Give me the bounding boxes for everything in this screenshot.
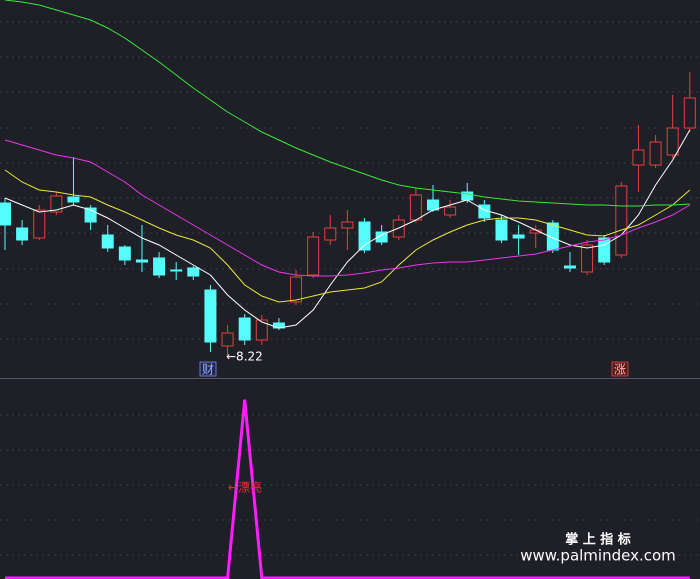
candle-body <box>563 265 576 269</box>
candle-body <box>50 195 63 213</box>
watermark-title: 掌 上 指 标 <box>565 532 631 548</box>
candle-body <box>358 221 371 251</box>
annotation: ←漂亮 <box>228 480 262 495</box>
candle-body <box>255 319 268 341</box>
candle-body <box>135 259 148 263</box>
marker: 财 <box>202 363 214 377</box>
marker-box <box>199 361 217 377</box>
candle-body <box>221 332 234 347</box>
candle-body <box>341 221 354 229</box>
candle-body <box>581 244 594 273</box>
candle-body <box>67 196 80 203</box>
line <box>4 0 690 207</box>
candle-body <box>444 206 457 216</box>
candle-body <box>615 185 628 256</box>
candle-body <box>0 202 11 226</box>
candle-body <box>649 141 662 166</box>
candle-body <box>153 257 166 276</box>
indicator-panel <box>5 399 690 579</box>
marker: 涨 <box>614 362 626 377</box>
grid <box>0 21 700 556</box>
candle-body <box>187 267 200 277</box>
candle-body <box>84 207 97 223</box>
candle-body <box>238 317 251 341</box>
line <box>5 399 690 579</box>
candle-body <box>598 237 611 263</box>
candle-body <box>324 227 337 241</box>
candle-body <box>170 269 183 272</box>
candle-body <box>118 246 131 261</box>
candle-body <box>101 234 114 249</box>
candle-body <box>33 209 46 239</box>
candle-body <box>16 227 29 241</box>
line <box>4 129 691 329</box>
watermark-url: www.palmindex.com <box>520 547 676 565</box>
candle-body <box>375 231 388 243</box>
candle-body <box>290 276 303 303</box>
line <box>4 169 691 303</box>
candle-body <box>632 149 645 166</box>
candle-body <box>409 194 422 221</box>
candle-body <box>495 219 508 241</box>
line <box>4 139 691 277</box>
candle-body <box>683 97 696 129</box>
candle-body <box>307 236 320 276</box>
marker-box <box>611 361 629 377</box>
candle-body <box>512 234 525 239</box>
candle-body <box>204 289 217 343</box>
low-label: ←8.22 <box>226 350 263 364</box>
price-panel <box>0 0 696 355</box>
candle-body <box>666 127 679 156</box>
